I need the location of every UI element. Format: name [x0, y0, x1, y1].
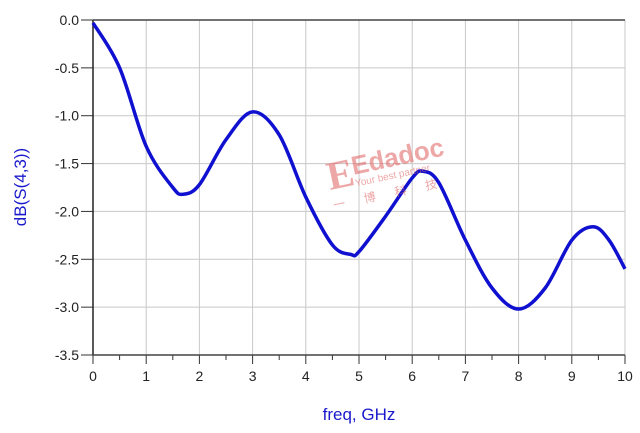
watermark: E Edadoc Your best partner 一 博 科 技 [323, 132, 447, 213]
x-tick-label: 8 [515, 368, 523, 384]
x-tick-label: 0 [89, 368, 97, 384]
y-tick-label: -1.5 [55, 156, 79, 172]
y-tick-label: -3.0 [55, 299, 79, 315]
y-tick-label: -3.5 [55, 347, 79, 363]
x-axis-label: freq, GHz [323, 405, 396, 424]
x-tick-label: 6 [408, 368, 416, 384]
y-tick-label: 0.0 [60, 12, 80, 28]
x-tick-label: 2 [196, 368, 204, 384]
series-line [91, 21, 627, 311]
y-tick-label: -0.5 [55, 60, 79, 76]
x-tick-label: 4 [302, 368, 310, 384]
y-tick-label: -1.0 [55, 108, 79, 124]
y-axis-label: dB(S(4,3)) [11, 148, 30, 226]
x-tick-label: 9 [568, 368, 576, 384]
x-tick-label: 7 [462, 368, 470, 384]
ticks: 0 1 2 3 4 5 6 7 8 9 10 0.0 -0.5 -1.0 -1.5 -2.0 -2.5 -3.0 -… [55, 12, 633, 384]
x-tick-label: 10 [617, 368, 633, 384]
x-tick-label: 5 [355, 368, 363, 384]
x-tick-label: 3 [249, 368, 257, 384]
y-tick-label: -2.5 [55, 251, 79, 267]
y-tick-label: -2.0 [55, 203, 79, 219]
x-tick-label: 1 [142, 368, 150, 384]
